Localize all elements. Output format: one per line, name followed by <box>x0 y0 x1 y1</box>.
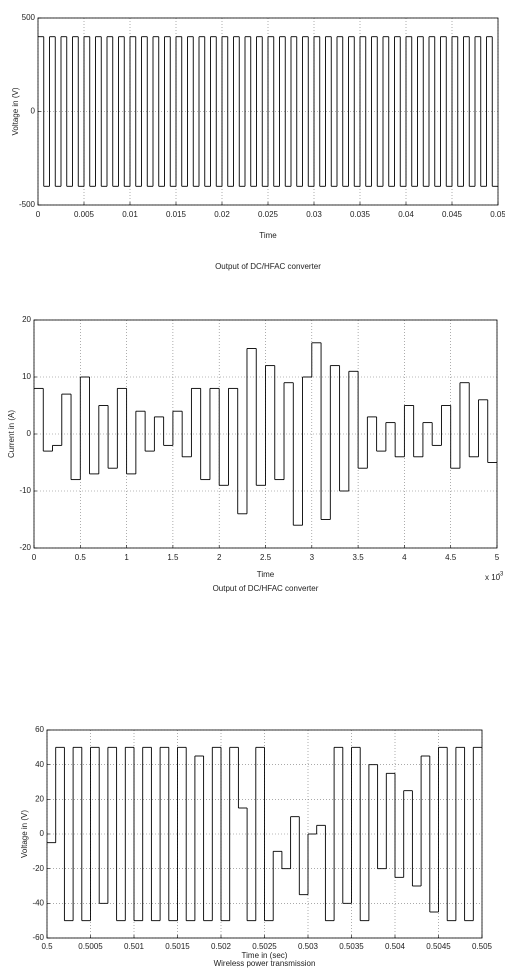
x-tick-label: 0.5035 <box>339 942 364 951</box>
figure-caption: Output of DC/HFAC converter <box>215 262 321 271</box>
y-axis-label: Voltage in (V) <box>11 87 20 135</box>
x-tick-label: 0.015 <box>166 210 187 219</box>
x-tick-label: 0.025 <box>258 210 279 219</box>
x-multiplier-exponent: -3 <box>498 572 504 578</box>
x-tick-label: 3.5 <box>353 553 365 562</box>
x-tick-label: 0.5025 <box>252 942 277 951</box>
x-tick-label: 0.05 <box>490 210 505 219</box>
x-tick-label: 0.01 <box>122 210 138 219</box>
x-tick-label: 0.04 <box>398 210 414 219</box>
x-tick-label: 4.5 <box>445 553 457 562</box>
y-tick-label: 20 <box>35 794 44 803</box>
y-axis-label: Current in (A) <box>7 410 16 458</box>
x-tick-label: 2 <box>217 553 222 562</box>
plot-frame <box>46 729 483 939</box>
figure-caption: Wireless power transmission <box>214 959 316 968</box>
x-tick-label: 0.504 <box>385 942 406 951</box>
x-tick-label: 0 <box>36 210 41 219</box>
x-tick-label: 0.02 <box>214 210 230 219</box>
y-tick-label: -500 <box>19 200 36 209</box>
y-tick-label: -10 <box>19 486 31 495</box>
y-tick-label: 0 <box>27 429 32 438</box>
x-tick-label: 1.5 <box>167 553 179 562</box>
x-tick-label: 0 <box>32 553 37 562</box>
x-tick-label: 0.503 <box>298 942 319 951</box>
x-tick-label: 0.035 <box>350 210 371 219</box>
y-tick-label: 20 <box>22 315 31 324</box>
x-tick-label: 0.045 <box>442 210 463 219</box>
chart-panel: -60 -40 -20 0 20 40 60 0.5 0.5005 0.501 0.5015 0.50… <box>20 725 492 968</box>
x-tick-label: 4 <box>402 553 407 562</box>
x-tick-label: 5 <box>495 553 500 562</box>
y-tick-label: 60 <box>35 725 44 734</box>
y-tick-label: -40 <box>32 898 44 907</box>
x-tick-label: 0.03 <box>306 210 322 219</box>
x-axis-label: Time <box>257 570 275 579</box>
y-tick-label: -60 <box>32 933 44 942</box>
y-tick-label: 500 <box>22 13 36 22</box>
plot-frame <box>37 17 499 206</box>
y-tick-label: -20 <box>19 543 31 552</box>
y-tick-label: 0 <box>31 107 36 116</box>
x-tick-label: 2.5 <box>260 553 272 562</box>
chart-panel: -20 -10 0 10 20 0 0.5 1 1.5 2 2.5 3 3.5 4 4.5 5 Current … <box>7 315 504 593</box>
x-tick-label: 0.005 <box>74 210 95 219</box>
x-multiplier: x 10 <box>485 573 501 582</box>
x-tick-label: 0.5015 <box>165 942 190 951</box>
x-axis-label: Time in (sec) <box>242 951 288 960</box>
x-tick-label: 1 <box>124 553 129 562</box>
x-tick-label: 0.5 <box>41 942 53 951</box>
x-tick-label: 0.502 <box>211 942 232 951</box>
x-tick-label: 3 <box>310 553 315 562</box>
figure-caption: Output of DC/HFAC converter <box>213 584 319 593</box>
y-tick-label: 10 <box>22 372 31 381</box>
x-axis-label: Time <box>259 231 277 240</box>
y-tick-label: -20 <box>32 864 44 873</box>
x-tick-label: 0.501 <box>124 942 145 951</box>
y-tick-label: 0 <box>40 829 45 838</box>
x-tick-label: 0.5045 <box>426 942 451 951</box>
x-tick-label: 0.505 <box>472 942 493 951</box>
plot-frame <box>33 319 498 549</box>
y-axis-label: Voltage in (V) <box>20 810 29 858</box>
x-tick-label: 0.5 <box>75 553 87 562</box>
x-tick-label: 0.5005 <box>78 942 103 951</box>
y-tick-label: 40 <box>35 760 44 769</box>
